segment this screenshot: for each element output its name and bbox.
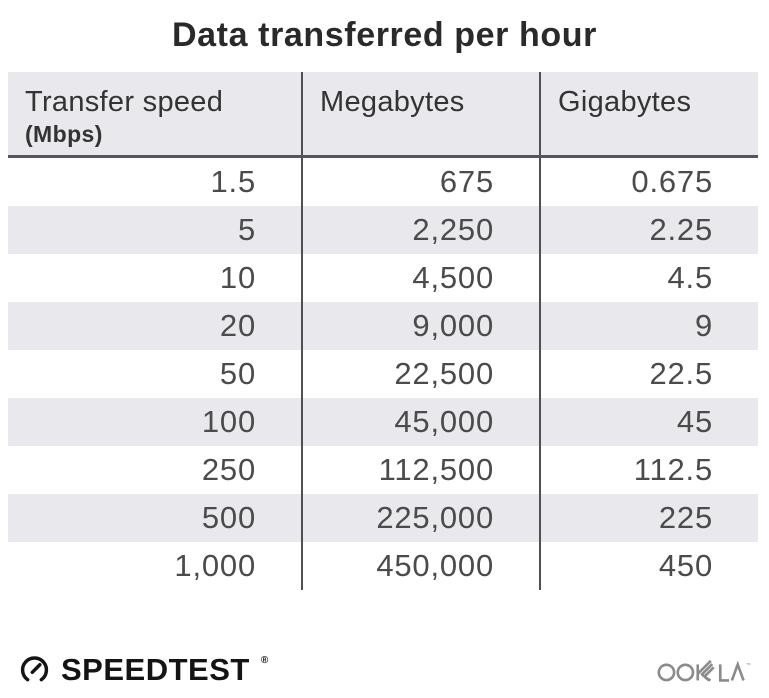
table-row: 20 9,000 9	[8, 302, 758, 350]
stylized-letter-k	[696, 659, 715, 682]
letter-l	[718, 663, 729, 682]
table-header-row: Transfer speed (Mbps) Megabytes Gigabyte…	[8, 72, 758, 158]
footer: SPEEDTEST ®	[0, 644, 769, 694]
megabytes-cell: 22,500	[301, 350, 539, 398]
transfer-speed-cell: 250	[201, 452, 256, 487]
gigabytes-cell: 45	[539, 398, 758, 446]
transfer-speed-cell: 5	[237, 212, 256, 247]
megabytes-cell: 675	[301, 158, 539, 206]
table-row: 50 22,500 22.5	[8, 350, 758, 398]
gigabytes-cell: 450	[539, 542, 758, 590]
column-header-megabytes: Megabytes	[301, 72, 539, 155]
column-header-gigabytes: Gigabytes	[539, 72, 758, 155]
ookla-wordmark-icon: ™	[657, 659, 751, 682]
megabytes-cell: 9,000	[301, 302, 539, 350]
transfer-speed-cell: 1,000	[174, 548, 256, 583]
table-body: 1.5 675 0.675 5 2,250 2.25 10 4,500 4.5 20 9,000 9 5…	[8, 158, 758, 590]
gigabytes-cell: 22.5	[539, 350, 758, 398]
speedtest-wordmark: SPEEDTEST	[61, 651, 250, 687]
transfer-speed-cell: 1.5	[210, 164, 256, 199]
gigabytes-cell: 225	[539, 494, 758, 542]
letter-o	[676, 662, 695, 681]
table-row: 1,000 450,000 450	[8, 542, 758, 590]
table-row: 250 112,500 112.5	[8, 446, 758, 494]
transfer-speed-cell: 500	[201, 500, 256, 535]
gigabytes-cell: 0.675	[539, 158, 758, 206]
transfer-speed-cell: 10	[219, 260, 256, 295]
gigabytes-cell: 9	[539, 302, 758, 350]
data-table: Transfer speed (Mbps) Megabytes Gigabyte…	[8, 72, 758, 590]
table-row: 10 4,500 4.5	[8, 254, 758, 302]
gigabytes-cell: 112.5	[539, 446, 758, 494]
transfer-speed-cell: 50	[219, 356, 256, 391]
column-header-label: Megabytes	[320, 86, 465, 118]
column-header-label: Transfer speed	[25, 86, 224, 118]
ookla-logo: ™	[657, 653, 753, 686]
column-header-unit: (Mbps)	[25, 121, 103, 148]
letter-a	[730, 660, 745, 681]
table-row: 500 225,000 225	[8, 494, 758, 542]
gigabytes-cell: 4.5	[539, 254, 758, 302]
speedtest-gauge-icon	[20, 656, 49, 682]
column-header-transfer-speed: Transfer speed (Mbps)	[8, 72, 301, 155]
speedtest-logo: SPEEDTEST ®	[18, 652, 268, 686]
table-row: 1.5 675 0.675	[8, 158, 758, 206]
megabytes-cell: 112,500	[301, 446, 539, 494]
page-title: Data transferred per hour	[172, 16, 597, 54]
gigabytes-cell: 2.25	[539, 206, 758, 254]
letter-o	[657, 662, 676, 681]
megabytes-cell: 4,500	[301, 254, 539, 302]
megabytes-cell: 45,000	[301, 398, 539, 446]
megabytes-cell: 225,000	[301, 494, 539, 542]
column-header-label: Gigabytes	[558, 86, 692, 118]
transfer-speed-cell: 20	[219, 308, 256, 343]
transfer-speed-cell: 100	[201, 404, 256, 439]
megabytes-cell: 450,000	[301, 542, 539, 590]
megabytes-cell: 2,250	[301, 206, 539, 254]
table-row: 5 2,250 2.25	[8, 206, 758, 254]
registered-trademark-mark: ®	[260, 655, 269, 666]
trademark-mark: ™	[746, 662, 751, 668]
table-row: 100 45,000 45	[8, 398, 758, 446]
